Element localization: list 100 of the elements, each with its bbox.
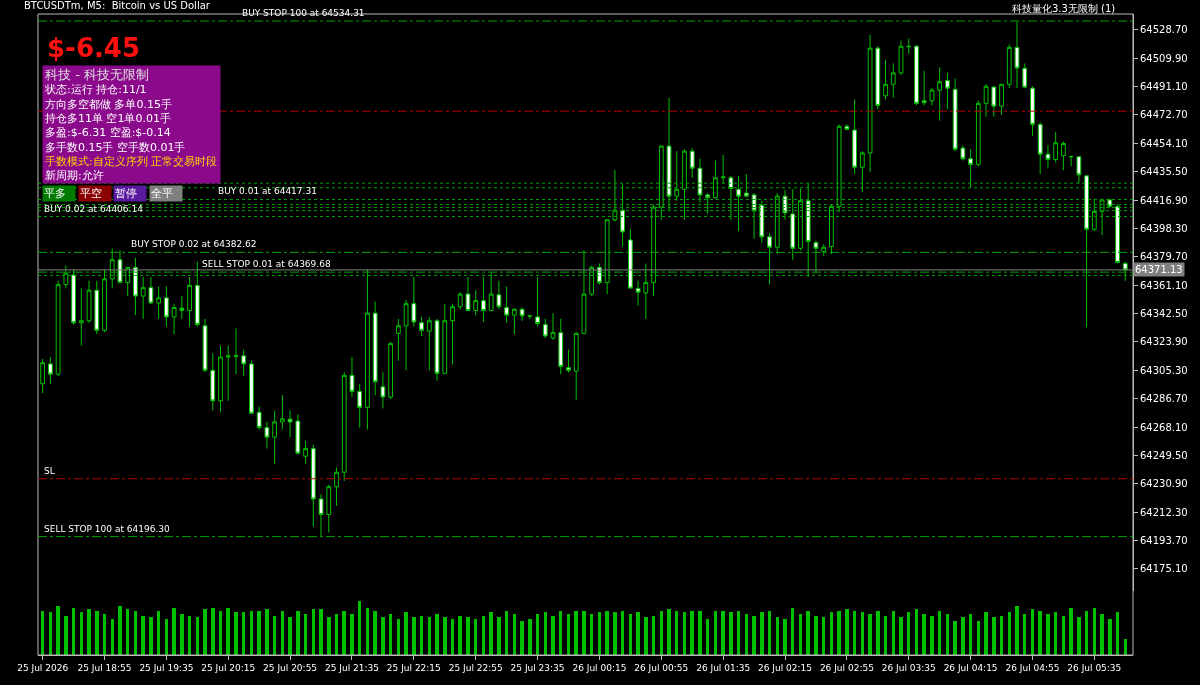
bar [1023,613,1026,655]
x-tick-label: 26 Jul 05:35 [1067,662,1122,673]
bar [358,600,361,655]
bar [489,611,493,655]
bar [621,610,624,655]
candlestick [202,318,208,373]
bar [814,615,818,655]
candlestick [194,261,200,328]
bar [876,610,880,655]
candlestick [527,314,533,320]
bar [350,613,354,655]
bar [397,618,400,655]
candlestick [310,444,316,528]
candlestick [318,493,324,537]
candlestick [372,301,378,396]
bar [1054,611,1057,655]
candlestick [1045,144,1051,169]
candlestick [689,147,695,179]
candlestick [442,303,448,375]
candlestick [821,243,827,257]
candlestick [774,192,780,255]
candlestick [86,280,92,324]
bar [304,613,307,655]
bar [95,610,99,655]
bar [64,615,68,655]
candlestick [241,348,247,377]
bar [799,613,802,655]
candlestick [743,173,749,198]
y-tick-label: 64435.50 [1140,166,1188,178]
bar [946,613,949,655]
candlestick [627,228,633,289]
bar [528,618,532,655]
bar [458,615,462,655]
candlestick [566,348,571,373]
candlestick [875,45,881,110]
bar [706,618,709,655]
bar [714,610,717,655]
y-tick-label: 64323.90 [1140,336,1188,348]
bar [884,615,887,655]
bar [544,611,547,655]
ref-line-label: SELL STOP 0.01 at 64369.68 [202,259,331,269]
bar [652,615,655,655]
annotation: $-6.45 [47,33,141,63]
bar [1046,613,1050,655]
candlestick [666,97,672,211]
bar [853,610,856,655]
candlestick [1061,141,1066,171]
candlestick [937,66,943,122]
bar [513,613,516,655]
bar [837,610,841,655]
bar [188,615,191,655]
candlestick [179,295,185,320]
candlestick [798,188,803,251]
candlestick [388,341,394,400]
y-tick-label: 64416.90 [1140,194,1188,206]
candlestick [504,285,510,324]
candlestick [859,150,865,193]
candlestick [542,318,548,339]
bar [660,610,663,655]
candlestick [604,219,610,295]
bar [922,613,926,655]
bar [482,615,485,655]
candlestick [829,204,834,255]
bar [930,615,934,655]
bar [412,616,416,655]
candlestick [991,85,997,118]
candlestick [1037,121,1043,175]
candlestick [465,276,471,312]
x-tick-label: 26 Jul 00:15 [572,662,627,673]
bar [226,607,230,655]
ref-line-label: BUY 0.01 at 64417.31 [218,186,317,196]
bar [729,611,733,655]
candlestick [395,318,401,362]
x-tick-label: 26 Jul 02:55 [819,662,874,673]
bar [1000,615,1003,655]
bar [559,610,562,655]
annotation: 持仓多11单 空1单0.01手 [45,111,171,125]
candlestick [1022,62,1028,89]
bar [984,611,988,655]
y-tick-label: 64286.70 [1140,393,1188,405]
bar [1100,613,1104,655]
x-tick-label: 25 Jul 22:15 [386,662,441,673]
bar [373,610,377,655]
candlestick [481,276,486,323]
bar [41,610,44,655]
candlestick [612,169,618,223]
candlestick [682,148,687,221]
candlestick [975,100,981,167]
candlestick [233,327,239,375]
y-tick-label: 64379.70 [1140,251,1188,263]
bar [1008,611,1011,655]
y-tick-label: 64212.30 [1140,506,1188,518]
bar [172,607,176,655]
candlestick [1014,20,1020,89]
candlestick [651,204,656,297]
ref-line-label: SL [44,466,55,476]
candlestick [349,356,355,398]
candlestick [1091,198,1097,232]
bar [366,607,369,655]
bar [830,611,833,655]
